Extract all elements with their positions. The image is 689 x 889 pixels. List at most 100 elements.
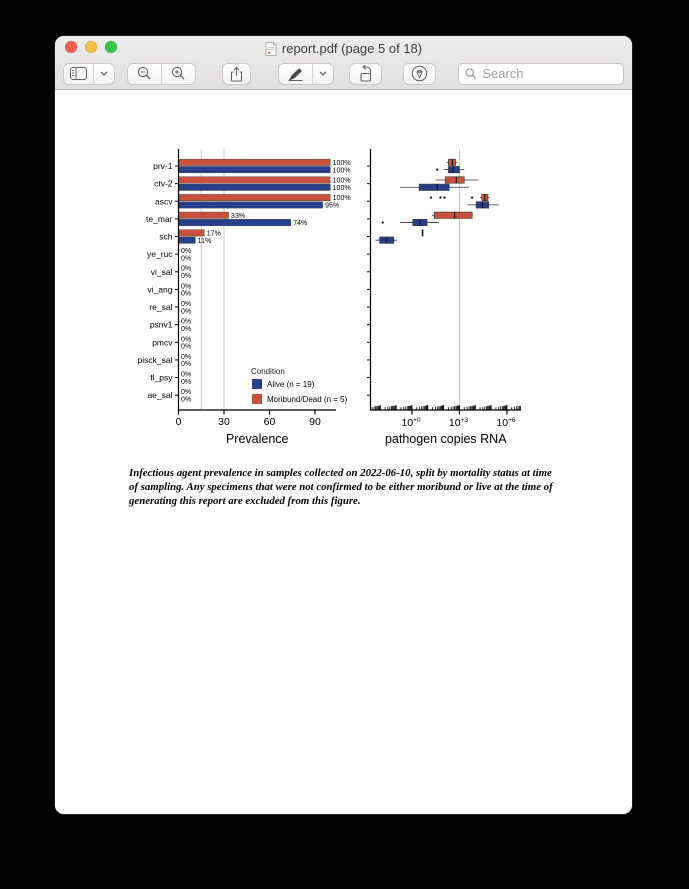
category-label: pmcv [152, 337, 173, 347]
box [418, 183, 450, 191]
box [433, 211, 473, 219]
bar-value-label: 0% [181, 372, 191, 379]
window-chrome: report.pdf (page 5 of 18) [55, 36, 632, 90]
boxplot-chart: 10+0 10+3 10+6 pathogen copies RNA [367, 149, 521, 446]
bar [178, 158, 331, 166]
search-field[interactable] [458, 62, 624, 85]
pen-circle-icon [411, 65, 428, 82]
window-title: report.pdf (page 5 of 18) [265, 41, 422, 56]
report-figure: 100%100%100%33%17%0%0%0%0%0%0%0%0%0%100%… [138, 149, 521, 446]
legend-label: Moribund/Dead (n = 5) [267, 395, 348, 404]
rotate-left-icon [360, 65, 372, 82]
legend: Condition Alive (n = 19) Moribund/Dead (n … [251, 367, 348, 404]
bar-value-label: 0% [181, 336, 191, 343]
bar [178, 166, 331, 174]
legend-swatch [252, 394, 262, 404]
prevalence-chart: 100%100%100%33%17%0%0%0%0%0%0%0%0%0%100%… [138, 149, 351, 446]
bar-value-label: 0% [181, 389, 191, 396]
pdf-page: 100% 100% 100% 33% 17% 0% 0% 0% 0% 0% 0% 0% 0% 0% 100%… [55, 90, 632, 814]
search-icon [465, 68, 476, 79]
legend-label: Alive (n = 19) [267, 380, 315, 389]
category-label: ctv-2 [154, 179, 173, 189]
share-icon [230, 65, 243, 82]
legend-title: Condition [251, 367, 285, 376]
zoom-window-button[interactable] [105, 41, 117, 53]
bar-value-label: 17% [207, 230, 221, 237]
category-label: ascv [155, 196, 173, 206]
zoom-in-button[interactable] [161, 63, 195, 84]
category-label: te_mar [146, 214, 173, 224]
magnifier-plus-icon [171, 66, 185, 80]
share-button[interactable] [222, 62, 251, 85]
traffic-lights [65, 41, 117, 53]
x-axis-title: pathogen copies RNA [385, 432, 507, 446]
x-tick-label: 30 [218, 416, 230, 428]
outlier-point [381, 221, 384, 224]
preview-window: report.pdf (page 5 of 18) [55, 36, 632, 814]
minimize-button[interactable] [85, 41, 97, 53]
rotate-button[interactable] [349, 62, 382, 85]
marker-pen-icon [279, 64, 312, 84]
bar-value-label: 0% [181, 248, 191, 255]
search-input[interactable] [480, 65, 617, 82]
outlier-point [443, 196, 446, 199]
bar-value-label: 0% [181, 255, 191, 262]
legend-swatch [252, 379, 262, 389]
markup-pen-button[interactable] [278, 62, 334, 85]
category-label: vi_sal [151, 267, 173, 277]
bar-value-label: 0% [181, 396, 191, 403]
bar-value-label: 0% [181, 326, 191, 333]
figure-caption: Infectious agent prevalence in samples c… [129, 467, 553, 507]
pdf-document-icon [265, 41, 277, 56]
titlebar[interactable]: report.pdf (page 5 of 18) [55, 36, 632, 58]
zoom-button-group [127, 62, 196, 85]
bar [178, 183, 331, 191]
category-label: ae_sal [147, 390, 172, 400]
zoom-out-button[interactable] [128, 64, 161, 84]
outlier-point [436, 168, 439, 171]
markup-toolbar-button[interactable] [403, 62, 436, 85]
x-axis-title: Prevalence [226, 432, 289, 446]
sidebar-dropdown-chevron[interactable] [93, 63, 114, 84]
category-label: re_sal [149, 302, 172, 312]
sidebar-icon [64, 64, 93, 84]
x-tick-label: 10+0 [401, 417, 420, 429]
bar-value-label: 0% [181, 354, 191, 361]
bar-value-label: 0% [181, 291, 191, 298]
x-tick-label: 10+3 [449, 417, 468, 429]
outlier-point [470, 196, 474, 199]
bar-value-label: 0% [181, 379, 191, 386]
category-label: ye_ruc [147, 249, 173, 259]
bar [178, 236, 196, 244]
bar [178, 211, 229, 219]
bar-value-label: 0% [181, 344, 191, 351]
bar-value-label: 0% [181, 273, 191, 280]
outlier-point [439, 196, 442, 199]
category-label: psnv1 [150, 320, 173, 330]
category-label: sch [159, 232, 173, 242]
category-label: prv-1 [153, 161, 173, 171]
bar-value-label: 95% [325, 203, 339, 210]
bar-value-label: 11% [198, 238, 212, 245]
x-tick-label: 60 [264, 416, 276, 428]
x-tick-label: 90 [309, 416, 321, 428]
bar [178, 219, 291, 226]
chevron-down-icon [100, 71, 108, 76]
category-label: vi_ang [147, 284, 172, 294]
x-tick-label: 10+6 [496, 417, 515, 429]
bar [178, 229, 205, 237]
bar-value-label: 0% [181, 266, 191, 273]
bar-value-label: 100% [333, 195, 351, 202]
window-title-text: report.pdf (page 5 of 18) [281, 41, 423, 56]
bar-value-label: 100% [333, 160, 351, 167]
bar-value-label: 100% [333, 185, 351, 192]
bar [178, 176, 331, 184]
box [448, 166, 460, 174]
close-button[interactable] [65, 41, 77, 53]
bar-value-label: 0% [181, 301, 191, 308]
toolbar [55, 58, 632, 89]
markup-pen-dropdown-chevron[interactable] [312, 63, 333, 84]
bar-value-label: 0% [181, 308, 191, 315]
sidebar-button[interactable] [63, 62, 115, 85]
outlier-point [429, 196, 433, 199]
